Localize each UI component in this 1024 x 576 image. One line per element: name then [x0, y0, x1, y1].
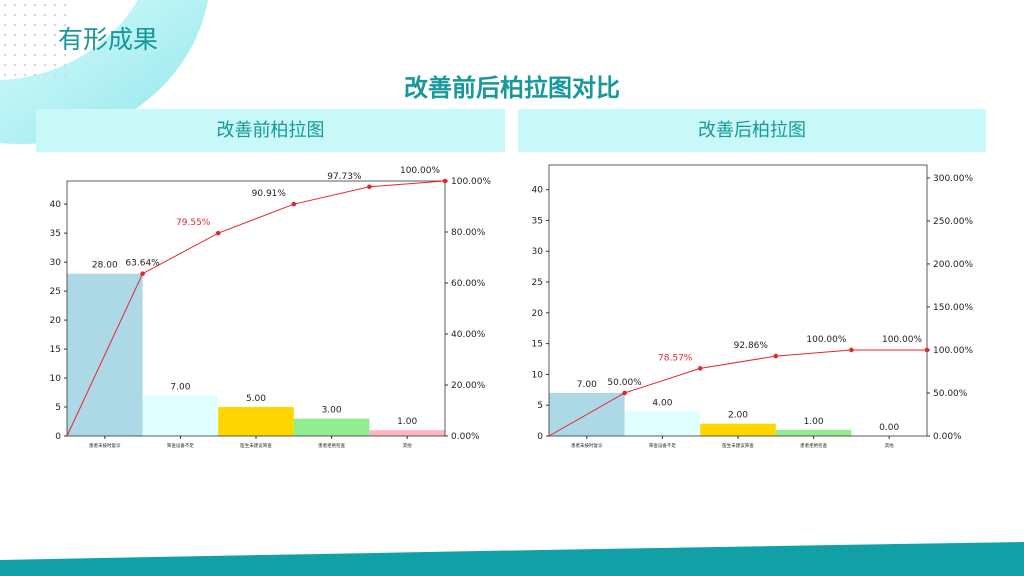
- x-tick-label: 筛查设备不足: [649, 442, 676, 449]
- x-tick-label: 筛查设备不足: [167, 442, 194, 449]
- bar-value-label: 1.00: [804, 417, 824, 427]
- y-tick-label: 0: [537, 432, 543, 442]
- cumulative-label: 92.86%: [734, 341, 769, 351]
- y-tick-label: 10: [50, 374, 62, 384]
- x-tick-label: 医生未建议筛查: [240, 442, 272, 449]
- bar-2: [218, 407, 294, 436]
- cumulative-point: [367, 184, 372, 190]
- y2-tick-label: 100.00%: [933, 346, 973, 356]
- y2-tick-label: 300.00%: [933, 174, 973, 184]
- bar-value-label: 0.00: [879, 423, 899, 433]
- x-tick-label: 患者拒绝检查: [318, 442, 345, 449]
- bar-1: [624, 411, 701, 436]
- y-tick-label: 40: [50, 200, 62, 210]
- y-tick-label: 10: [532, 370, 544, 380]
- bar-value-label: 3.00: [322, 406, 342, 416]
- pareto-chart-after: 7.00 患者未按时复诊 4.00 筛查设备不足 2.00 医生未建议筛查 1.00 患者拒绝…: [532, 164, 973, 449]
- bar-value-label: 7.00: [170, 382, 190, 392]
- y2-tick-label: 80.00%: [451, 228, 486, 238]
- bar-value-label: 7.00: [577, 380, 597, 390]
- y-tick-label: 20: [50, 316, 62, 326]
- bar-3: [775, 429, 852, 436]
- y2-tick-label: 20.00%: [451, 381, 486, 391]
- cumulative-point: [442, 178, 448, 184]
- y2-tick-label: 150.00%: [933, 303, 973, 313]
- cumulative-label: 100.00%: [882, 335, 922, 345]
- cumulative-line: [548, 349, 927, 437]
- cumulative-label: 100.00%: [400, 166, 440, 176]
- y2-tick-label: 40.00%: [451, 330, 486, 340]
- cumulative-label: 50.00%: [607, 378, 642, 388]
- cumulative-point: [215, 230, 221, 236]
- plot-frame: [548, 164, 928, 437]
- y-tick-label: 15: [532, 340, 543, 350]
- bar-3: [293, 418, 370, 436]
- y2-tick-label: 0.00%: [933, 432, 962, 442]
- main-title: 改善前后柏拉图对比: [404, 74, 620, 102]
- x-tick-label: 患者拒绝检查: [800, 442, 827, 449]
- cumulative-point: [622, 390, 627, 396]
- cumulative-label: 78.57%: [658, 353, 693, 363]
- panel-header-before: 改善前柏拉图: [36, 109, 505, 152]
- cumulative-point: [697, 366, 703, 371]
- y-tick-label: 40: [532, 186, 544, 196]
- cumulative-label: 90.91%: [252, 189, 287, 199]
- y-tick-label: 5: [537, 401, 543, 411]
- cumulative-point: [924, 347, 930, 353]
- y-tick-label: 15: [50, 345, 61, 355]
- cumulative-point: [291, 201, 297, 207]
- y-tick-label: 30: [532, 247, 544, 257]
- y-tick-label: 30: [50, 258, 62, 268]
- x-tick-label: 其他: [885, 442, 894, 449]
- bar-2: [700, 423, 776, 436]
- cumulative-label: 97.73%: [327, 172, 362, 182]
- y-tick-label: 35: [50, 229, 61, 239]
- cumulative-label: 100.00%: [806, 335, 846, 345]
- y2-tick-label: 200.00%: [933, 260, 973, 270]
- y-tick-label: 25: [50, 287, 61, 297]
- bar-value-label: 4.00: [652, 398, 672, 408]
- plot-frame: [66, 180, 446, 437]
- y-tick-label: 5: [55, 403, 61, 413]
- bar-value-label: 1.00: [397, 417, 417, 427]
- cumulative-point: [773, 353, 779, 359]
- bar-4: [369, 430, 445, 436]
- bar-value-label: 28.00: [92, 261, 118, 271]
- y-tick-label: 20: [532, 309, 544, 319]
- bar-value-label: 5.00: [246, 394, 266, 404]
- cumulative-line: [66, 180, 446, 437]
- y2-tick-label: 250.00%: [933, 217, 973, 227]
- cumulative-point: [140, 271, 145, 277]
- bar-value-label: 2.00: [728, 411, 748, 421]
- cumulative-label: 79.55%: [176, 218, 211, 228]
- decorative-arc: [0, 0, 208, 145]
- panel-header-after: 改善后柏拉图: [518, 109, 986, 152]
- y-tick-label: 0: [55, 432, 61, 442]
- cumulative-label: 63.64%: [125, 259, 160, 269]
- y2-tick-label: 100.00%: [451, 177, 491, 187]
- bottom-wave-band: [0, 542, 1024, 576]
- y2-tick-label: 0.00%: [451, 432, 480, 442]
- x-tick-label: 患者未按时复诊: [89, 442, 121, 449]
- x-tick-label: 医生未建议筛查: [722, 442, 754, 449]
- y2-tick-label: 60.00%: [451, 279, 486, 289]
- x-tick-label: 其他: [403, 442, 412, 449]
- cumulative-point: [849, 347, 854, 353]
- pareto-chart-before: 28.00 患者未按时复诊 7.00 筛查设备不足 5.00 医生未建议筛查 3.00 患者拒…: [50, 166, 492, 449]
- slide-title: 有形成果: [58, 25, 159, 54]
- bar-1: [142, 395, 219, 436]
- y-tick-label: 25: [532, 278, 543, 288]
- y-tick-label: 35: [532, 216, 543, 226]
- y2-tick-label: 50.00%: [933, 389, 968, 399]
- x-tick-label: 患者未按时复诊: [571, 442, 603, 449]
